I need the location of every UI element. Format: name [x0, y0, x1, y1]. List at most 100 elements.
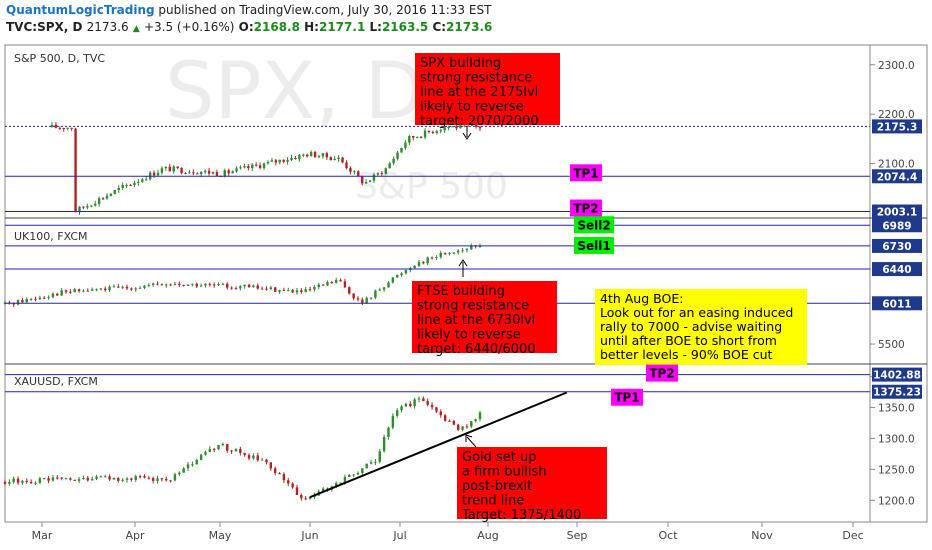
- candle-body: [34, 298, 37, 300]
- candle-body: [73, 289, 76, 293]
- candle-body: [104, 288, 107, 291]
- candle-body: [191, 283, 194, 285]
- price-level-label-box: [872, 204, 922, 219]
- candle-body: [313, 152, 317, 158]
- candle-body: [239, 167, 242, 169]
- candle-body: [334, 280, 338, 283]
- candle-body: [286, 160, 289, 162]
- candle-body: [199, 454, 203, 460]
- tag-sell2-label: Sell2: [577, 218, 610, 232]
- candle-body: [341, 157, 344, 163]
- candle-body: [278, 159, 281, 163]
- candle-body: [387, 282, 390, 288]
- candle-body: [334, 483, 338, 487]
- candle-body: [82, 290, 85, 292]
- candle-body: [82, 477, 85, 480]
- candle-body: [457, 250, 460, 253]
- candle-body: [287, 289, 290, 291]
- candle-body: [113, 190, 117, 194]
- candle-body: [306, 154, 309, 157]
- candle-body: [448, 252, 451, 254]
- candle-body: [69, 291, 72, 293]
- candle-body: [254, 164, 258, 166]
- candle-body: [168, 166, 171, 172]
- candle-body: [256, 285, 259, 289]
- candle-body: [330, 282, 334, 284]
- candle-body: [29, 298, 33, 300]
- candle-body: [125, 184, 128, 186]
- boe-note-box: [595, 289, 807, 365]
- candle-body: [419, 136, 423, 138]
- x-axis-tick-label: Apr: [125, 529, 145, 542]
- candle-body: [391, 415, 395, 428]
- ftse-annotation-line: strong resistance: [417, 299, 529, 314]
- candle-body: [243, 166, 246, 168]
- candle-body: [321, 284, 325, 286]
- candle-body: [8, 481, 11, 484]
- candle-body: [141, 179, 144, 182]
- candle-body: [125, 286, 129, 289]
- y-axis-tick-label: 1350.0: [878, 402, 915, 414]
- candle-body: [203, 170, 207, 173]
- candle-body: [117, 478, 120, 481]
- x-axis-tick-label: Jun: [300, 529, 318, 542]
- close-label: C:: [432, 20, 447, 34]
- candle-body: [352, 474, 355, 476]
- candle-body: [256, 455, 259, 461]
- candle-body: [465, 426, 469, 428]
- candle-body: [298, 154, 301, 160]
- candle-body: [47, 297, 50, 299]
- candle-body: [66, 127, 69, 129]
- tag-tp1-box: [570, 164, 602, 182]
- candle-body: [265, 288, 268, 290]
- candle-body: [408, 135, 411, 143]
- candle-body: [422, 398, 425, 402]
- candle-body: [260, 459, 264, 461]
- candle-body: [223, 170, 226, 177]
- candle-body: [339, 280, 342, 282]
- candle-body: [73, 479, 76, 481]
- candle-body: [461, 426, 464, 430]
- y-axis-tick-label: 5500: [878, 339, 905, 351]
- ftse-annotation-line: likely to reverse: [417, 328, 521, 343]
- author-link[interactable]: QuantumLogicTrading: [6, 3, 155, 17]
- candle-body: [212, 284, 216, 286]
- spx-annotation-box: [415, 53, 560, 125]
- y-axis-tick-label: 2100.0: [878, 159, 915, 171]
- high-value: 2177.1: [318, 20, 366, 34]
- candle-body: [78, 206, 81, 213]
- candle-body: [317, 156, 321, 158]
- candle-body: [308, 497, 312, 499]
- candle-body: [378, 451, 381, 462]
- candle-body: [192, 172, 195, 174]
- candle-body: [325, 153, 329, 158]
- y-axis-tick-label: 1300.0: [878, 433, 915, 445]
- candle-body: [77, 479, 81, 481]
- candle-body: [361, 468, 364, 473]
- tag-tp1-box: [611, 388, 643, 406]
- annotation-arrow: [466, 436, 477, 448]
- candle-body: [258, 165, 262, 168]
- pane-title-spx: S&P 500, D, TVC: [14, 52, 105, 65]
- candle-body: [108, 476, 111, 480]
- candle-body: [195, 459, 198, 465]
- candle-body: [74, 128, 77, 213]
- candle-body: [38, 297, 42, 299]
- chart-header-publish: QuantumLogicTrading published on Trading…: [6, 3, 491, 17]
- candle-body: [400, 147, 403, 153]
- ftse-annotation-line: line at the 6730lvl: [417, 313, 535, 328]
- candle-body: [239, 286, 242, 289]
- candle-body: [478, 412, 482, 420]
- spx-annotation-line: target: 2070/2000: [420, 114, 539, 129]
- candle-body: [99, 476, 103, 478]
- candle-body: [321, 153, 325, 157]
- watermark-symbol: SPX, D: [165, 47, 425, 137]
- candle-body: [95, 289, 98, 291]
- candle-body: [178, 283, 181, 286]
- candle-body: [470, 124, 474, 126]
- price-level-label-box: [872, 238, 922, 253]
- low-label: L:: [369, 20, 382, 34]
- candle-body: [129, 184, 132, 186]
- candle-body: [160, 284, 164, 286]
